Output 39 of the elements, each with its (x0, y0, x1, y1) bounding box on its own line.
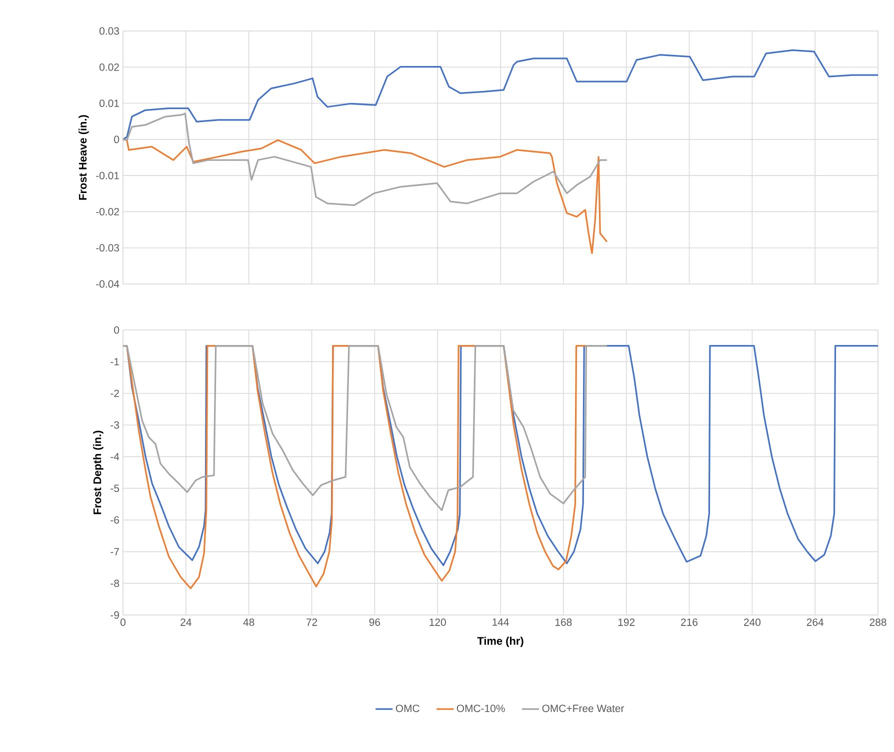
y-tick-label: 0 (114, 136, 120, 144)
x-tick-label: 168 (555, 618, 572, 626)
legend-label: OMC+Free Water (542, 704, 624, 712)
legend-label: OMC-10% (456, 704, 505, 712)
legend-label: OMC (396, 704, 420, 712)
line-series (122, 112, 608, 206)
x-tick-label: 264 (806, 618, 824, 626)
x-tick-label: 120 (430, 618, 446, 626)
y-tick-label: 0.02 (100, 63, 119, 71)
x-tick-label: 72 (306, 618, 318, 626)
y-tick-label: -9 (110, 611, 119, 619)
x-tick-label: 24 (180, 618, 192, 626)
y-tick-label: 0 (114, 326, 120, 334)
y-tick-label: -2 (110, 390, 119, 397)
y-tick-label: -8 (110, 580, 120, 588)
y-tick-label: -0.03 (96, 244, 120, 252)
y-axis-title: Frost Depth (in.) (93, 430, 104, 514)
y-tick-label: -5 (110, 484, 120, 492)
x-tick-label: 192 (618, 618, 635, 626)
y-tick-label: -0.04 (96, 280, 120, 288)
x-tick-label: 288 (870, 618, 886, 626)
y-axis-title: Frost Heave (in.) (78, 115, 89, 200)
line-series (122, 345, 608, 511)
y-tick-label: -3 (110, 421, 120, 429)
y-tick-label: -0.01 (96, 172, 119, 180)
y-tick-label: -4 (110, 453, 120, 460)
y-tick-label: -1 (110, 358, 119, 366)
y-tick-label: -7 (110, 548, 119, 556)
x-tick-label: 240 (744, 618, 760, 626)
x-tick-label: 144 (492, 618, 509, 626)
y-tick-label: 0.01 (100, 100, 119, 107)
x-tick-label: 216 (681, 618, 698, 626)
y-tick-label: 0.03 (100, 27, 120, 35)
y-tick-label: -6 (110, 516, 120, 524)
x-tick-label: 48 (243, 618, 254, 626)
x-tick-label: 96 (369, 618, 380, 626)
x-axis-title: Time (hr) (477, 636, 524, 647)
y-tick-label: -0.02 (96, 208, 119, 216)
x-tick-label: 0 (120, 618, 126, 626)
